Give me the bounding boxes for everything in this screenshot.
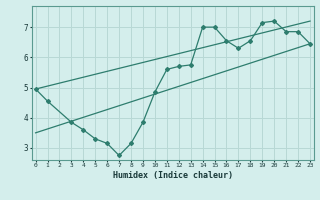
X-axis label: Humidex (Indice chaleur): Humidex (Indice chaleur): [113, 171, 233, 180]
